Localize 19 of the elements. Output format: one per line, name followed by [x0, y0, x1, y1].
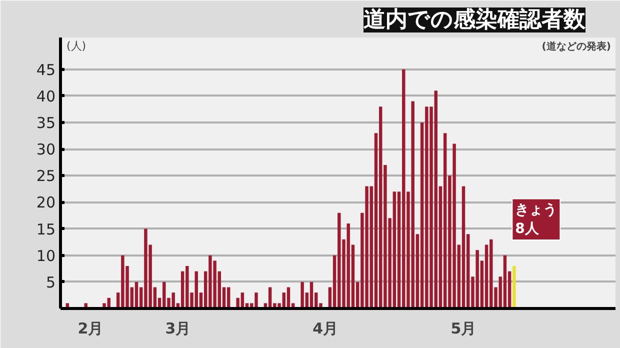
y-axis-title: (人): [66, 40, 86, 52]
y-tick-label: 25: [36, 167, 56, 186]
text: (道などの発表): [542, 40, 611, 52]
y-tick-label: 10: [36, 246, 56, 265]
x-tick-label: 5月: [450, 320, 476, 338]
y-tick-label: 35: [36, 114, 56, 132]
annotation: きょう 8人: [515, 202, 558, 237]
y-tick-label: 20: [36, 194, 56, 212]
y-tick-label: 30: [36, 140, 56, 159]
x-tick-label: 4月: [312, 320, 338, 338]
y-tick-label: 40: [36, 87, 56, 106]
chart-title: 道内での感染確認者数: [364, 6, 586, 32]
y-tick-label: 45: [36, 60, 56, 79]
x-tick-label: 3月: [165, 320, 191, 338]
y-tick-label: 5: [46, 273, 56, 292]
bar: [462, 186, 466, 308]
bar: [512, 266, 516, 308]
y-tick-label: 15: [36, 220, 56, 238]
x-tick-label: 2月: [78, 320, 104, 338]
